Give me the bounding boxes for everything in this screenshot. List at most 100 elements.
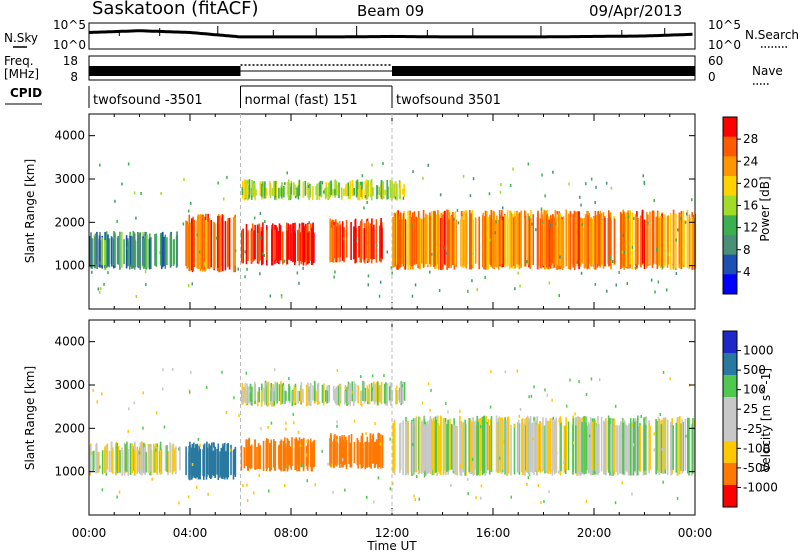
power_db-range-gate-mark: [308, 231, 310, 264]
power_db-range-gate-mark: [572, 213, 574, 265]
velocity-range-gate-mark: [311, 447, 313, 472]
velocity-range-gate-mark: [370, 382, 373, 402]
power_db-scatter-mark: [531, 222, 533, 226]
power_db-range-gate-mark: [283, 186, 285, 198]
power_db-range-gate-mark: [280, 187, 283, 198]
velocity-scatter-mark: [240, 397, 243, 401]
power_db-range-gate-mark: [205, 220, 207, 271]
velocity-scatter-mark: [301, 463, 304, 467]
power_db-scatter-mark: [626, 282, 628, 285]
velocity-range-gate-mark: [600, 416, 603, 472]
velocity-range-gate-mark: [366, 436, 369, 468]
power_db-scatter-mark: [412, 170, 414, 174]
power_db-range-gate-mark: [293, 182, 295, 196]
velocity-range-gate-mark: [578, 416, 580, 472]
velocity-range-gate-mark: [309, 385, 312, 407]
velocity-scatter-mark: [396, 385, 398, 389]
power_db-range-gate-mark: [232, 217, 235, 273]
velocity-scatter-mark: [475, 496, 477, 500]
velocity-range-gate-mark: [263, 387, 265, 402]
power_db-range-gate-mark: [262, 186, 264, 199]
velocity-scatter-mark: [574, 412, 576, 416]
power_db-range-gate-mark: [247, 189, 250, 195]
power_db-range-gate-mark: [565, 209, 567, 267]
velocity-range-gate-mark: [445, 422, 447, 475]
velocity-range-gate-mark: [471, 421, 473, 474]
power_db-range-gate-mark: [529, 217, 532, 268]
power_db-scatter-mark: [411, 294, 414, 298]
power_db-scatter-mark: [133, 191, 136, 195]
power_db-range-gate-mark: [224, 220, 227, 271]
velocity-range-gate-mark: [344, 391, 346, 405]
velocity-range-gate-mark: [536, 416, 538, 476]
velocity-range-gate-mark: [349, 443, 352, 468]
power_db-scatter-mark: [414, 283, 417, 287]
freq-left-label: Freq.: [4, 54, 34, 68]
power_db-scatter-mark: [675, 238, 677, 242]
power_db-range-gate-mark: [394, 213, 397, 267]
power_db-range-gate-mark: [658, 217, 660, 266]
power_db-range-gate-mark: [640, 215, 642, 268]
power_db-range-gate-mark: [494, 219, 497, 267]
velocity-range-gate-mark: [522, 424, 525, 475]
power_db-scatter-mark: [422, 176, 424, 180]
velocity-range-gate-mark: [593, 418, 596, 475]
power_db-scatter-mark: [595, 185, 597, 189]
velocity-scatter-mark: [306, 479, 308, 483]
power_db-range-gate-mark: [250, 230, 253, 264]
power_db-range-gate-mark: [567, 213, 570, 270]
power_db-range-gate-mark: [543, 209, 545, 266]
power_db-range-gate-mark: [297, 229, 299, 261]
power_db-range-gate-mark: [176, 234, 178, 266]
colorbar-swatch: [723, 215, 737, 236]
velocity-colorbar: 1000 500 100 25 -25 -100 -500 -1000: [722, 330, 778, 508]
velocity-range-gate-mark: [137, 449, 140, 472]
velocity-range-gate-mark: [334, 440, 336, 465]
velocity-range-gate-mark: [567, 421, 570, 471]
power_db-range-gate-mark: [271, 188, 274, 196]
power_db-range-gate-mark: [584, 219, 586, 268]
power_db-range-gate-mark: [442, 214, 444, 270]
velocity-range-gate-mark: [286, 437, 289, 472]
velocity-scatter-mark: [597, 462, 599, 466]
velocity-scatter-mark: [273, 368, 276, 372]
power_db-range-gate-mark: [504, 214, 506, 268]
cpid-segment-label: twofsound -3501: [93, 93, 203, 108]
power_db-scatter-mark: [443, 246, 445, 250]
power_db-range-gate-mark: [366, 220, 369, 261]
power_db-scatter-mark: [594, 201, 596, 205]
velocity-scatter-mark: [162, 387, 164, 391]
power_db-range-gate-mark: [332, 225, 335, 259]
power_db-range-gate-mark: [307, 187, 310, 198]
velocity-range-gate-mark: [390, 382, 392, 406]
velocity-scatter-mark: [138, 451, 141, 455]
velocity-range-gate-mark: [97, 452, 99, 473]
power_db-range-gate-mark: [143, 238, 145, 270]
colorbar-tick-label: 28: [743, 132, 758, 146]
velocity-range-gate-mark: [242, 389, 244, 405]
colorbar-tick-label: 500: [743, 363, 766, 377]
velocity-range-gate-mark: [345, 436, 347, 465]
colorbar-swatch: [723, 156, 737, 177]
velocity-scatter-mark: [288, 377, 290, 381]
freq-left-tick-top: 18: [63, 54, 78, 68]
power_db-range-gate-mark: [117, 236, 119, 265]
power_db-range-gate-mark: [259, 181, 262, 196]
power_db-scatter-mark: [642, 174, 644, 178]
power_db-range-gate-mark: [647, 214, 649, 267]
power_db-range-gate-mark: [105, 233, 108, 266]
power_db-range-gate-mark: [450, 218, 452, 267]
velocity-range-gate-mark: [581, 422, 583, 473]
power_db-range-gate-mark: [298, 227, 301, 266]
power_db-scatter-mark: [126, 246, 129, 250]
velocity-range-gate-mark: [326, 390, 329, 404]
velocity-range-gate-mark: [202, 449, 204, 476]
power_db-scatter-mark: [439, 193, 442, 197]
velocity-range-gate-mark: [219, 451, 221, 478]
colorbar-tick-label: 4: [743, 265, 751, 279]
power_db-scatter-mark: [321, 181, 324, 185]
power_db-range-gate-mark: [686, 209, 689, 268]
power_db-scatter-mark: [672, 265, 674, 269]
velocity-range-gate-mark: [477, 421, 480, 475]
velocity-range-gate-mark: [660, 424, 663, 474]
